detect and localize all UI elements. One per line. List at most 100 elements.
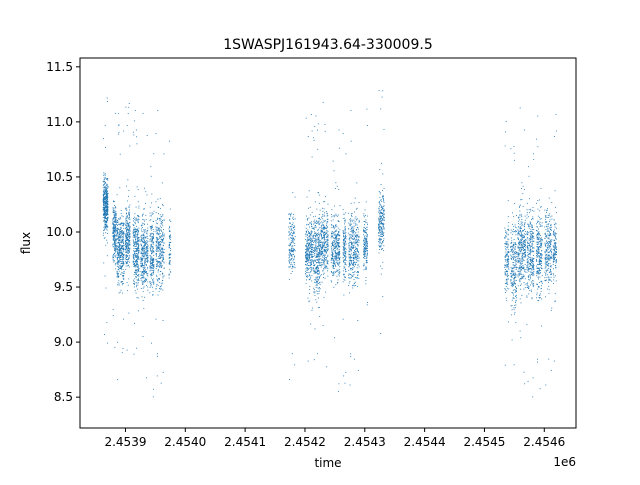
data-point <box>382 196 383 198</box>
data-point <box>381 244 383 246</box>
data-point <box>141 276 143 278</box>
data-point <box>104 198 106 200</box>
data-point <box>306 267 308 268</box>
data-point <box>357 260 359 262</box>
data-point <box>354 257 356 259</box>
data-point <box>306 268 308 270</box>
data-point <box>344 248 346 250</box>
data-point <box>121 268 122 270</box>
data-point <box>146 274 148 276</box>
data-point <box>105 197 107 199</box>
data-point <box>350 276 352 278</box>
data-point <box>133 281 135 282</box>
data-point <box>134 254 136 256</box>
data-point <box>505 297 507 299</box>
data-point <box>383 198 384 200</box>
data-point <box>333 273 335 275</box>
data-point <box>162 204 164 206</box>
data-point <box>149 240 151 242</box>
data-point <box>380 206 382 208</box>
data-point <box>350 140 352 142</box>
data-point <box>338 268 340 270</box>
data-point <box>513 256 515 258</box>
data-point <box>366 236 368 238</box>
data-point <box>320 232 322 234</box>
data-point <box>116 229 118 231</box>
data-point <box>150 250 152 252</box>
data-point <box>364 249 366 251</box>
data-point <box>338 252 340 254</box>
data-point <box>125 207 127 209</box>
data-point <box>125 236 127 237</box>
data-point <box>345 264 347 266</box>
data-point <box>143 264 145 266</box>
data-point <box>311 251 313 253</box>
data-point <box>118 280 120 282</box>
data-point <box>338 262 340 264</box>
data-point <box>350 262 352 263</box>
data-point <box>314 250 316 251</box>
data-point <box>379 238 381 240</box>
data-point <box>504 237 506 239</box>
data-point <box>119 260 121 262</box>
data-point <box>382 212 384 214</box>
data-point <box>158 249 160 251</box>
data-point <box>117 277 119 278</box>
data-point <box>156 278 158 280</box>
data-point <box>150 285 152 287</box>
data-point <box>319 284 321 285</box>
data-point <box>334 337 336 339</box>
data-point <box>122 238 124 240</box>
data-point <box>114 216 116 218</box>
data-point <box>315 285 317 287</box>
data-point <box>332 241 334 243</box>
data-point <box>106 203 108 205</box>
data-point <box>117 249 119 251</box>
data-point <box>123 228 125 229</box>
data-point <box>142 271 143 273</box>
data-point <box>136 186 138 188</box>
data-point <box>357 255 359 257</box>
data-point <box>151 225 153 227</box>
data-point <box>137 218 139 220</box>
data-point <box>508 262 510 264</box>
data-point <box>169 140 170 142</box>
data-point <box>147 281 149 283</box>
data-point <box>150 247 151 249</box>
data-point <box>169 235 171 237</box>
data-point <box>380 227 382 228</box>
data-point <box>315 276 317 278</box>
data-point <box>338 246 340 248</box>
data-point <box>327 243 329 245</box>
data-point <box>382 196 384 198</box>
data-point <box>343 232 345 234</box>
data-point <box>324 253 326 255</box>
data-point <box>127 249 129 251</box>
data-point <box>156 247 157 249</box>
data-point <box>334 243 336 245</box>
data-point <box>309 265 311 267</box>
data-point <box>350 273 351 275</box>
data-point <box>308 244 310 246</box>
data-point <box>142 241 143 243</box>
data-point <box>143 277 145 279</box>
data-point <box>114 256 116 258</box>
data-point <box>141 274 143 276</box>
data-point <box>309 222 311 224</box>
data-point <box>319 315 321 317</box>
data-point <box>162 249 164 251</box>
data-point <box>136 242 138 244</box>
data-point <box>309 259 311 261</box>
data-point <box>333 232 335 234</box>
data-point <box>358 257 360 259</box>
data-point <box>152 265 154 267</box>
data-point <box>120 238 122 240</box>
data-point <box>306 215 307 217</box>
data-point <box>106 239 108 241</box>
data-point <box>305 234 307 235</box>
data-point <box>363 229 365 231</box>
data-point <box>112 243 114 245</box>
data-point <box>510 229 512 231</box>
data-point <box>157 261 158 263</box>
data-point <box>355 248 357 250</box>
